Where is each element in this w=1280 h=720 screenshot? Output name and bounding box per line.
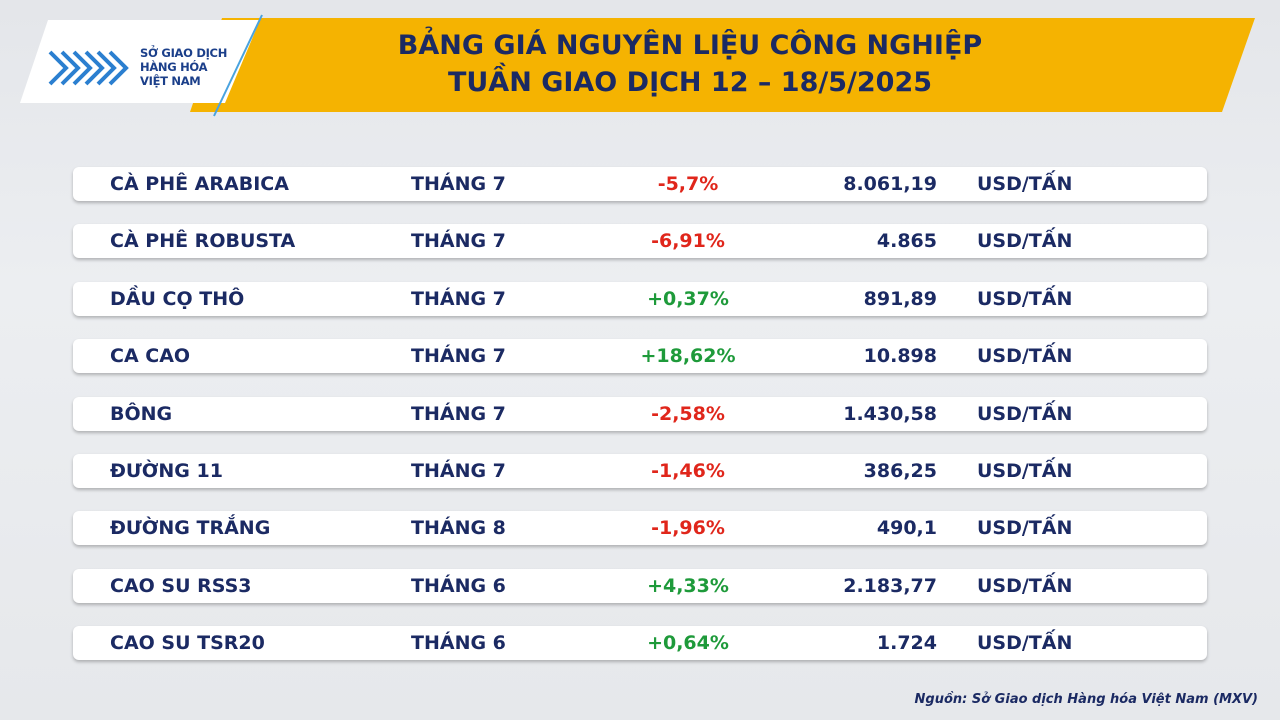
logo-text: SỞ GIAO DỊCH [140,46,228,60]
contract-month: THÁNG 7 [411,402,506,425]
table-row: CÀ PHÊ ROBUSTA THÁNG 7 -6,91% 4.865 USD/TẤN [73,224,1207,259]
change: -6,91% [651,230,725,253]
unit: USD/TẤN [977,345,1073,368]
title: TUẦN GIAO DỊCH 12 – 18/5/2025 [447,67,933,98]
price: 891,89 [863,287,937,310]
commodity: CÀ PHÊ ROBUSTA [110,230,296,253]
change: -5,7% [657,173,719,195]
contract-month: THÁNG 6 [411,632,506,655]
commodity: CA CAO [110,345,191,368]
table-row: CAO SU TSR20 THÁNG 6 +0,64% 1.724 USD/TẤN [73,626,1207,661]
price: 4.865 [876,230,937,253]
contract-month: THÁNG 7 [411,345,506,368]
commodity: CAO SU RSS3 [110,574,252,597]
unit: USD/TẤN [977,287,1073,310]
commodity: BÔNG [110,402,173,425]
unit: USD/TẤN [977,173,1073,195]
price: 8.061,19 [843,173,937,195]
logo-text: VIỆT NAM [140,74,201,88]
source: Nguồn: Sở Giao dịch Hàng hóa Việt Nam (M… [914,692,1258,707]
change: +0,37% [647,287,729,310]
title: BẢNG GIÁ NGUYÊN LIỆU CÔNG NGHIỆP [397,30,983,61]
logo-text: HÀNG HÓA [140,60,208,74]
price: 2.183,77 [843,574,937,597]
price: 490,1 [876,517,937,540]
unit: USD/TẤN [977,460,1073,482]
contract-month: THÁNG 6 [411,574,506,597]
header-banner [20,14,1255,117]
unit: USD/TẤN [977,402,1073,425]
table-row: BÔNG THÁNG 7 -2,58% 1.430,58 USD/TẤN [73,396,1207,431]
table-row: DẦU CỌ THÔ THÁNG 7 +0,37% 891,89 USD/TẤN [73,281,1207,316]
unit: USD/TẤN [977,632,1073,655]
price: 1.430,58 [843,402,937,425]
change: -2,58% [651,402,725,425]
commodity: ĐƯỜNG TRẮNG [110,517,271,540]
change: -1,96% [651,517,725,540]
table-row: ĐƯỜNG 11 THÁNG 7 -1,46% 386,25 USD/TẤN [73,454,1207,488]
price: 386,25 [863,460,937,482]
table-row: CA CAO THÁNG 7 +18,62% 10.898 USD/TẤN [73,339,1207,374]
contract-month: THÁNG 7 [411,287,506,310]
change: +0,64% [647,632,729,655]
change: +18,62% [640,345,736,368]
contract-month: THÁNG 8 [411,517,506,540]
contract-month: THÁNG 7 [411,460,506,482]
commodity: CÀ PHÊ ARABICA [110,173,289,195]
unit: USD/TẤN [977,230,1073,253]
change: -1,46% [651,460,725,482]
unit: USD/TẤN [977,574,1073,597]
price: 1.724 [876,632,937,655]
table-row: CÀ PHÊ ARABICA THÁNG 7 -5,7% 8.061,19 USD/TẤ… [73,167,1207,201]
unit: USD/TẤN [977,517,1073,540]
price: 10.898 [863,345,937,368]
contract-month: THÁNG 7 [411,173,506,195]
commodity: ĐƯỜNG 11 [110,460,223,482]
commodity: CAO SU TSR20 [110,632,265,655]
table-row: ĐƯỜNG TRẮNG THÁNG 8 -1,96% 490,1 USD/TẤN [73,511,1207,546]
table-row: CAO SU RSS3 THÁNG 6 +4,33% 2.183,77 USD/TẤN [73,568,1207,603]
commodity: DẦU CỌ THÔ [110,287,245,310]
contract-month: THÁNG 7 [411,230,506,253]
change: +4,33% [647,574,729,597]
